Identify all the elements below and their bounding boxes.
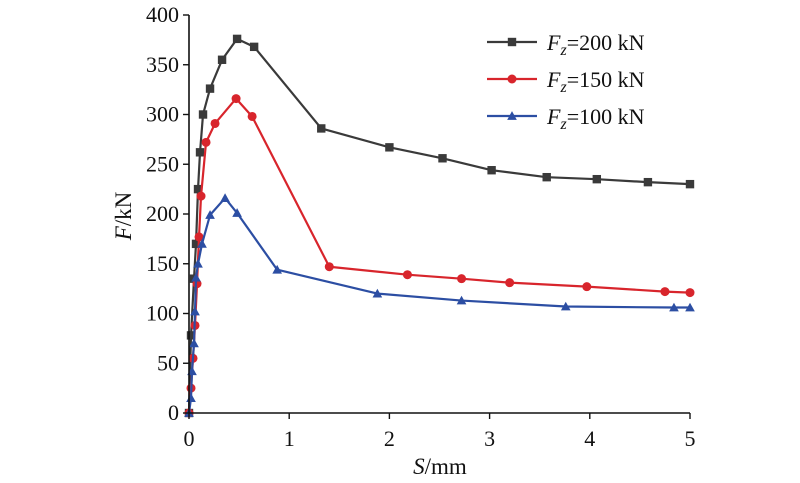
x-axis-title-unit: /mm bbox=[425, 454, 467, 479]
y-axis-title: F/kN bbox=[111, 191, 136, 241]
y-axis-title-variable: F bbox=[111, 225, 136, 241]
data-point bbox=[191, 272, 201, 282]
x-tick-label: 1 bbox=[284, 426, 295, 451]
data-point bbox=[272, 264, 283, 274]
legend-item-1: Fz=200 kN bbox=[487, 30, 645, 59]
data-point bbox=[542, 172, 551, 182]
y-tick-label: 250 bbox=[146, 151, 179, 176]
series-line bbox=[187, 37, 691, 414]
data-point bbox=[205, 210, 215, 219]
legend: Fz=200 kN Fz=150 kN Fz=100 kN bbox=[487, 30, 645, 133]
data-point bbox=[372, 288, 383, 298]
series-1 bbox=[184, 34, 695, 418]
data-point bbox=[669, 302, 679, 312]
series-line bbox=[187, 196, 690, 414]
data-point bbox=[317, 124, 326, 133]
series-3 bbox=[184, 193, 695, 417]
data-point bbox=[196, 191, 206, 201]
y-tick-label: 50 bbox=[157, 350, 179, 375]
data-point bbox=[324, 262, 334, 272]
data-point bbox=[232, 34, 242, 44]
data-point bbox=[217, 55, 227, 64]
x-tick-label: 4 bbox=[584, 426, 595, 451]
data-point bbox=[685, 179, 695, 189]
legend-swatch-marker bbox=[507, 74, 517, 84]
plot-area bbox=[184, 34, 695, 418]
data-point bbox=[385, 143, 394, 152]
data-point bbox=[205, 84, 215, 93]
data-point bbox=[487, 166, 496, 175]
data-point bbox=[247, 111, 257, 121]
data-point bbox=[592, 174, 602, 184]
legend-label: Fz=100 kN bbox=[546, 104, 645, 133]
data-point bbox=[438, 154, 447, 163]
data-point bbox=[193, 258, 203, 268]
data-point bbox=[194, 232, 204, 242]
data-point bbox=[186, 393, 196, 402]
data-point bbox=[186, 331, 196, 340]
y-tick-label: 100 bbox=[146, 301, 179, 326]
y-tick-label: 400 bbox=[146, 2, 179, 27]
axes: 0 50 100 150 200 250 300 350 400 0 1 2 3 4 5 bbox=[146, 2, 696, 451]
data-point bbox=[193, 184, 203, 194]
legend-label: Fz=150 kN bbox=[546, 67, 645, 96]
data-point bbox=[505, 278, 515, 288]
data-point bbox=[198, 110, 208, 119]
data-point bbox=[201, 137, 211, 147]
x-tick-label: 3 bbox=[484, 426, 495, 451]
data-point bbox=[191, 239, 201, 249]
data-point bbox=[197, 239, 207, 248]
series-2 bbox=[184, 94, 695, 418]
data-point bbox=[402, 270, 412, 280]
data-point bbox=[685, 302, 695, 312]
y-tick-label: 150 bbox=[146, 251, 179, 276]
data-point bbox=[457, 274, 467, 284]
legend-item-3: Fz=100 kN bbox=[487, 104, 645, 133]
data-point bbox=[643, 177, 653, 187]
data-point bbox=[210, 118, 220, 128]
data-point bbox=[456, 295, 467, 305]
x-tick-label: 0 bbox=[184, 426, 195, 451]
x-axis-title-variable: S bbox=[413, 454, 425, 479]
data-point bbox=[190, 306, 200, 316]
y-tick-label: 200 bbox=[146, 201, 179, 226]
legend-item-2: Fz=150 kN bbox=[487, 67, 645, 96]
data-point bbox=[660, 287, 670, 297]
data-point bbox=[195, 148, 205, 157]
series-line bbox=[187, 97, 691, 414]
data-point bbox=[685, 288, 695, 298]
y-tick-label: 350 bbox=[146, 52, 179, 77]
legend-swatch-marker bbox=[507, 37, 517, 47]
y-tick-label: 300 bbox=[146, 102, 179, 127]
y-tick-label: 0 bbox=[168, 400, 179, 425]
legend-swatch-marker bbox=[507, 111, 517, 120]
y-axis-title-unit: /kN bbox=[111, 191, 136, 226]
data-point bbox=[220, 193, 230, 202]
data-point bbox=[582, 282, 592, 292]
data-point bbox=[560, 301, 571, 311]
x-tick-label: 5 bbox=[685, 426, 696, 451]
legend-label: Fz=200 kN bbox=[546, 30, 645, 59]
x-axis-title: S/mm bbox=[413, 454, 467, 479]
data-point bbox=[249, 42, 259, 52]
data-point bbox=[231, 94, 241, 104]
data-point bbox=[232, 208, 242, 217]
data-point bbox=[189, 338, 199, 348]
x-tick-label: 2 bbox=[384, 426, 395, 451]
